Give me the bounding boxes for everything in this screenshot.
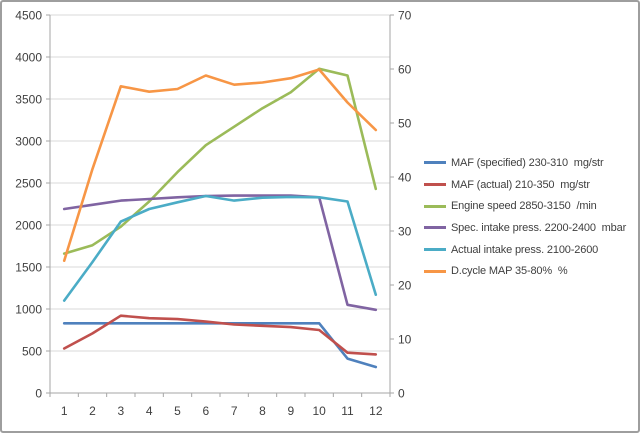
x-tick-label: 10 <box>312 404 326 418</box>
y-left-tick-label: 2500 <box>15 177 42 191</box>
legend-line-marker <box>424 183 446 187</box>
legend-line-marker <box>424 226 446 230</box>
legend-label: MAF (actual) 210-350 mg/str <box>451 178 590 191</box>
series-line-spec-intake-press <box>62 194 378 312</box>
legend-label: MAF (specified) 230-310 mg/str <box>451 156 604 169</box>
series-line-actual-intake-press <box>62 194 378 302</box>
y-right-tick-label: 50 <box>398 117 412 131</box>
y-left-tick-label: 3000 <box>15 135 42 149</box>
legend-label: Engine speed 2850-3150 /min <box>451 200 597 213</box>
y-left-tick-label: 2000 <box>15 219 42 233</box>
legend-item-engine-speed: Engine speed 2850-3150 /min <box>424 195 626 217</box>
series-line-maf-specified <box>62 321 378 369</box>
legend-line-marker <box>424 248 446 252</box>
y-left-tick-label: 4500 <box>15 9 42 23</box>
y-left-tick-label: 500 <box>22 345 42 359</box>
legend-line-marker <box>424 204 446 208</box>
legend-line-marker <box>424 161 446 165</box>
y-right-tick-label: 60 <box>398 63 412 77</box>
x-tick-label: 7 <box>231 404 238 418</box>
x-tick-label: 12 <box>369 404 383 418</box>
legend-item-dcycle-map: D.cycle MAP 35-80% % <box>424 260 626 282</box>
y-right-tick-label: 0 <box>398 387 405 401</box>
x-tick-label: 4 <box>146 404 153 418</box>
x-tick-label: 3 <box>117 404 124 418</box>
y-left-tick-label: 4000 <box>15 51 42 65</box>
y-left-tick-label: 1500 <box>15 261 42 275</box>
x-tick-label: 2 <box>89 404 96 418</box>
chart-legend: MAF (specified) 230-310 mg/str MAF (actu… <box>424 152 626 282</box>
y-left-tick-label: 3500 <box>15 93 42 107</box>
legend-label: Spec. intake press. 2200-2400 mbar <box>451 221 627 234</box>
y-right-tick-label: 30 <box>398 225 412 239</box>
x-tick-label: 11 <box>341 404 354 418</box>
series-line-maf-actual <box>62 314 378 356</box>
y-right-tick-label: 20 <box>398 279 412 293</box>
x-tick-label: 1 <box>61 404 68 418</box>
y-right-tick-label: 40 <box>398 171 412 185</box>
x-tick-label: 9 <box>287 404 294 418</box>
legend-label: D.cycle MAP 35-80% % <box>451 265 568 278</box>
legend-item-maf-specified: MAF (specified) 230-310 mg/str <box>424 152 626 174</box>
x-tick-label: 8 <box>259 404 266 418</box>
x-tick-label: 6 <box>202 404 209 418</box>
legend-item-actual-intake-press: Actual intake press. 2100-2600 <box>424 239 626 261</box>
legend-line-marker <box>424 269 446 273</box>
y-right-tick-label: 70 <box>398 9 412 23</box>
y-left-tick-label: 1000 <box>15 303 42 317</box>
legend-item-maf-actual: MAF (actual) 210-350 mg/str <box>424 174 626 196</box>
x-tick-label: 5 <box>174 404 181 418</box>
y-left-tick-label: 0 <box>35 387 42 401</box>
legend-label: Actual intake press. 2100-2600 <box>451 243 599 256</box>
legend-item-spec-intake-press: Spec. intake press. 2200-2400 mbar <box>424 217 626 239</box>
y-right-tick-label: 10 <box>398 333 412 347</box>
series-line-engine-speed <box>62 67 378 255</box>
series-line-dcycle-map <box>62 68 378 263</box>
